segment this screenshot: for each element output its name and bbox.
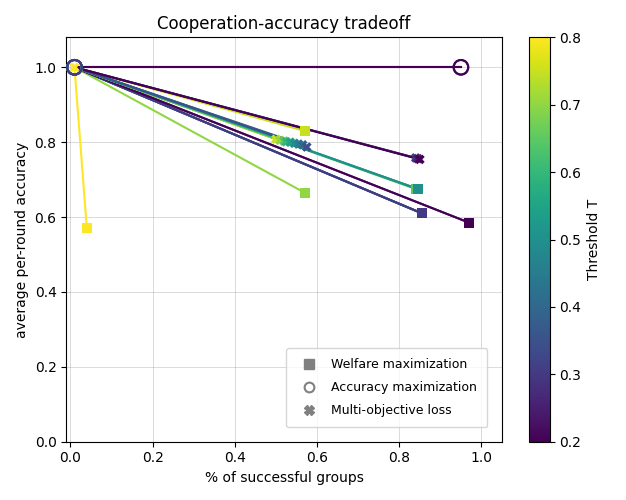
Legend: Welfare maximization, Accuracy maximization, Multi-objective loss: Welfare maximization, Accuracy maximizat…	[286, 348, 487, 428]
Point	[297, 141, 307, 149]
Point	[417, 210, 427, 218]
Point	[415, 156, 425, 164]
Point	[300, 127, 310, 135]
Point	[302, 143, 312, 151]
Point	[69, 64, 80, 72]
Point	[69, 64, 80, 72]
Point	[69, 64, 80, 72]
Point	[271, 135, 281, 143]
Point	[275, 136, 285, 144]
Y-axis label: average per-round accuracy: average per-round accuracy	[15, 142, 29, 338]
Point	[82, 224, 92, 232]
Point	[456, 64, 466, 72]
Point	[69, 64, 80, 72]
Point	[69, 64, 80, 72]
Point	[417, 210, 427, 218]
Point	[300, 188, 310, 196]
Point	[464, 218, 474, 226]
Title: Cooperation-accuracy tradeoff: Cooperation-accuracy tradeoff	[158, 15, 411, 33]
Point	[411, 154, 421, 162]
Point	[411, 185, 421, 193]
Point	[281, 138, 291, 146]
Point	[456, 64, 466, 72]
Point	[285, 138, 295, 146]
Point	[294, 140, 304, 148]
Point	[69, 64, 80, 72]
Point	[417, 210, 427, 218]
Point	[413, 154, 423, 162]
Y-axis label: Threshold T: Threshold T	[587, 199, 601, 280]
Point	[413, 185, 423, 193]
Point	[69, 64, 80, 72]
Point	[69, 64, 80, 72]
Point	[464, 218, 474, 226]
Point	[69, 64, 80, 72]
Point	[69, 64, 80, 72]
X-axis label: % of successful groups: % of successful groups	[205, 471, 364, 485]
Point	[279, 137, 289, 145]
Point	[69, 64, 80, 72]
Point	[69, 64, 80, 72]
Point	[413, 185, 423, 193]
Point	[413, 185, 423, 193]
Point	[417, 210, 427, 218]
Point	[289, 140, 299, 147]
